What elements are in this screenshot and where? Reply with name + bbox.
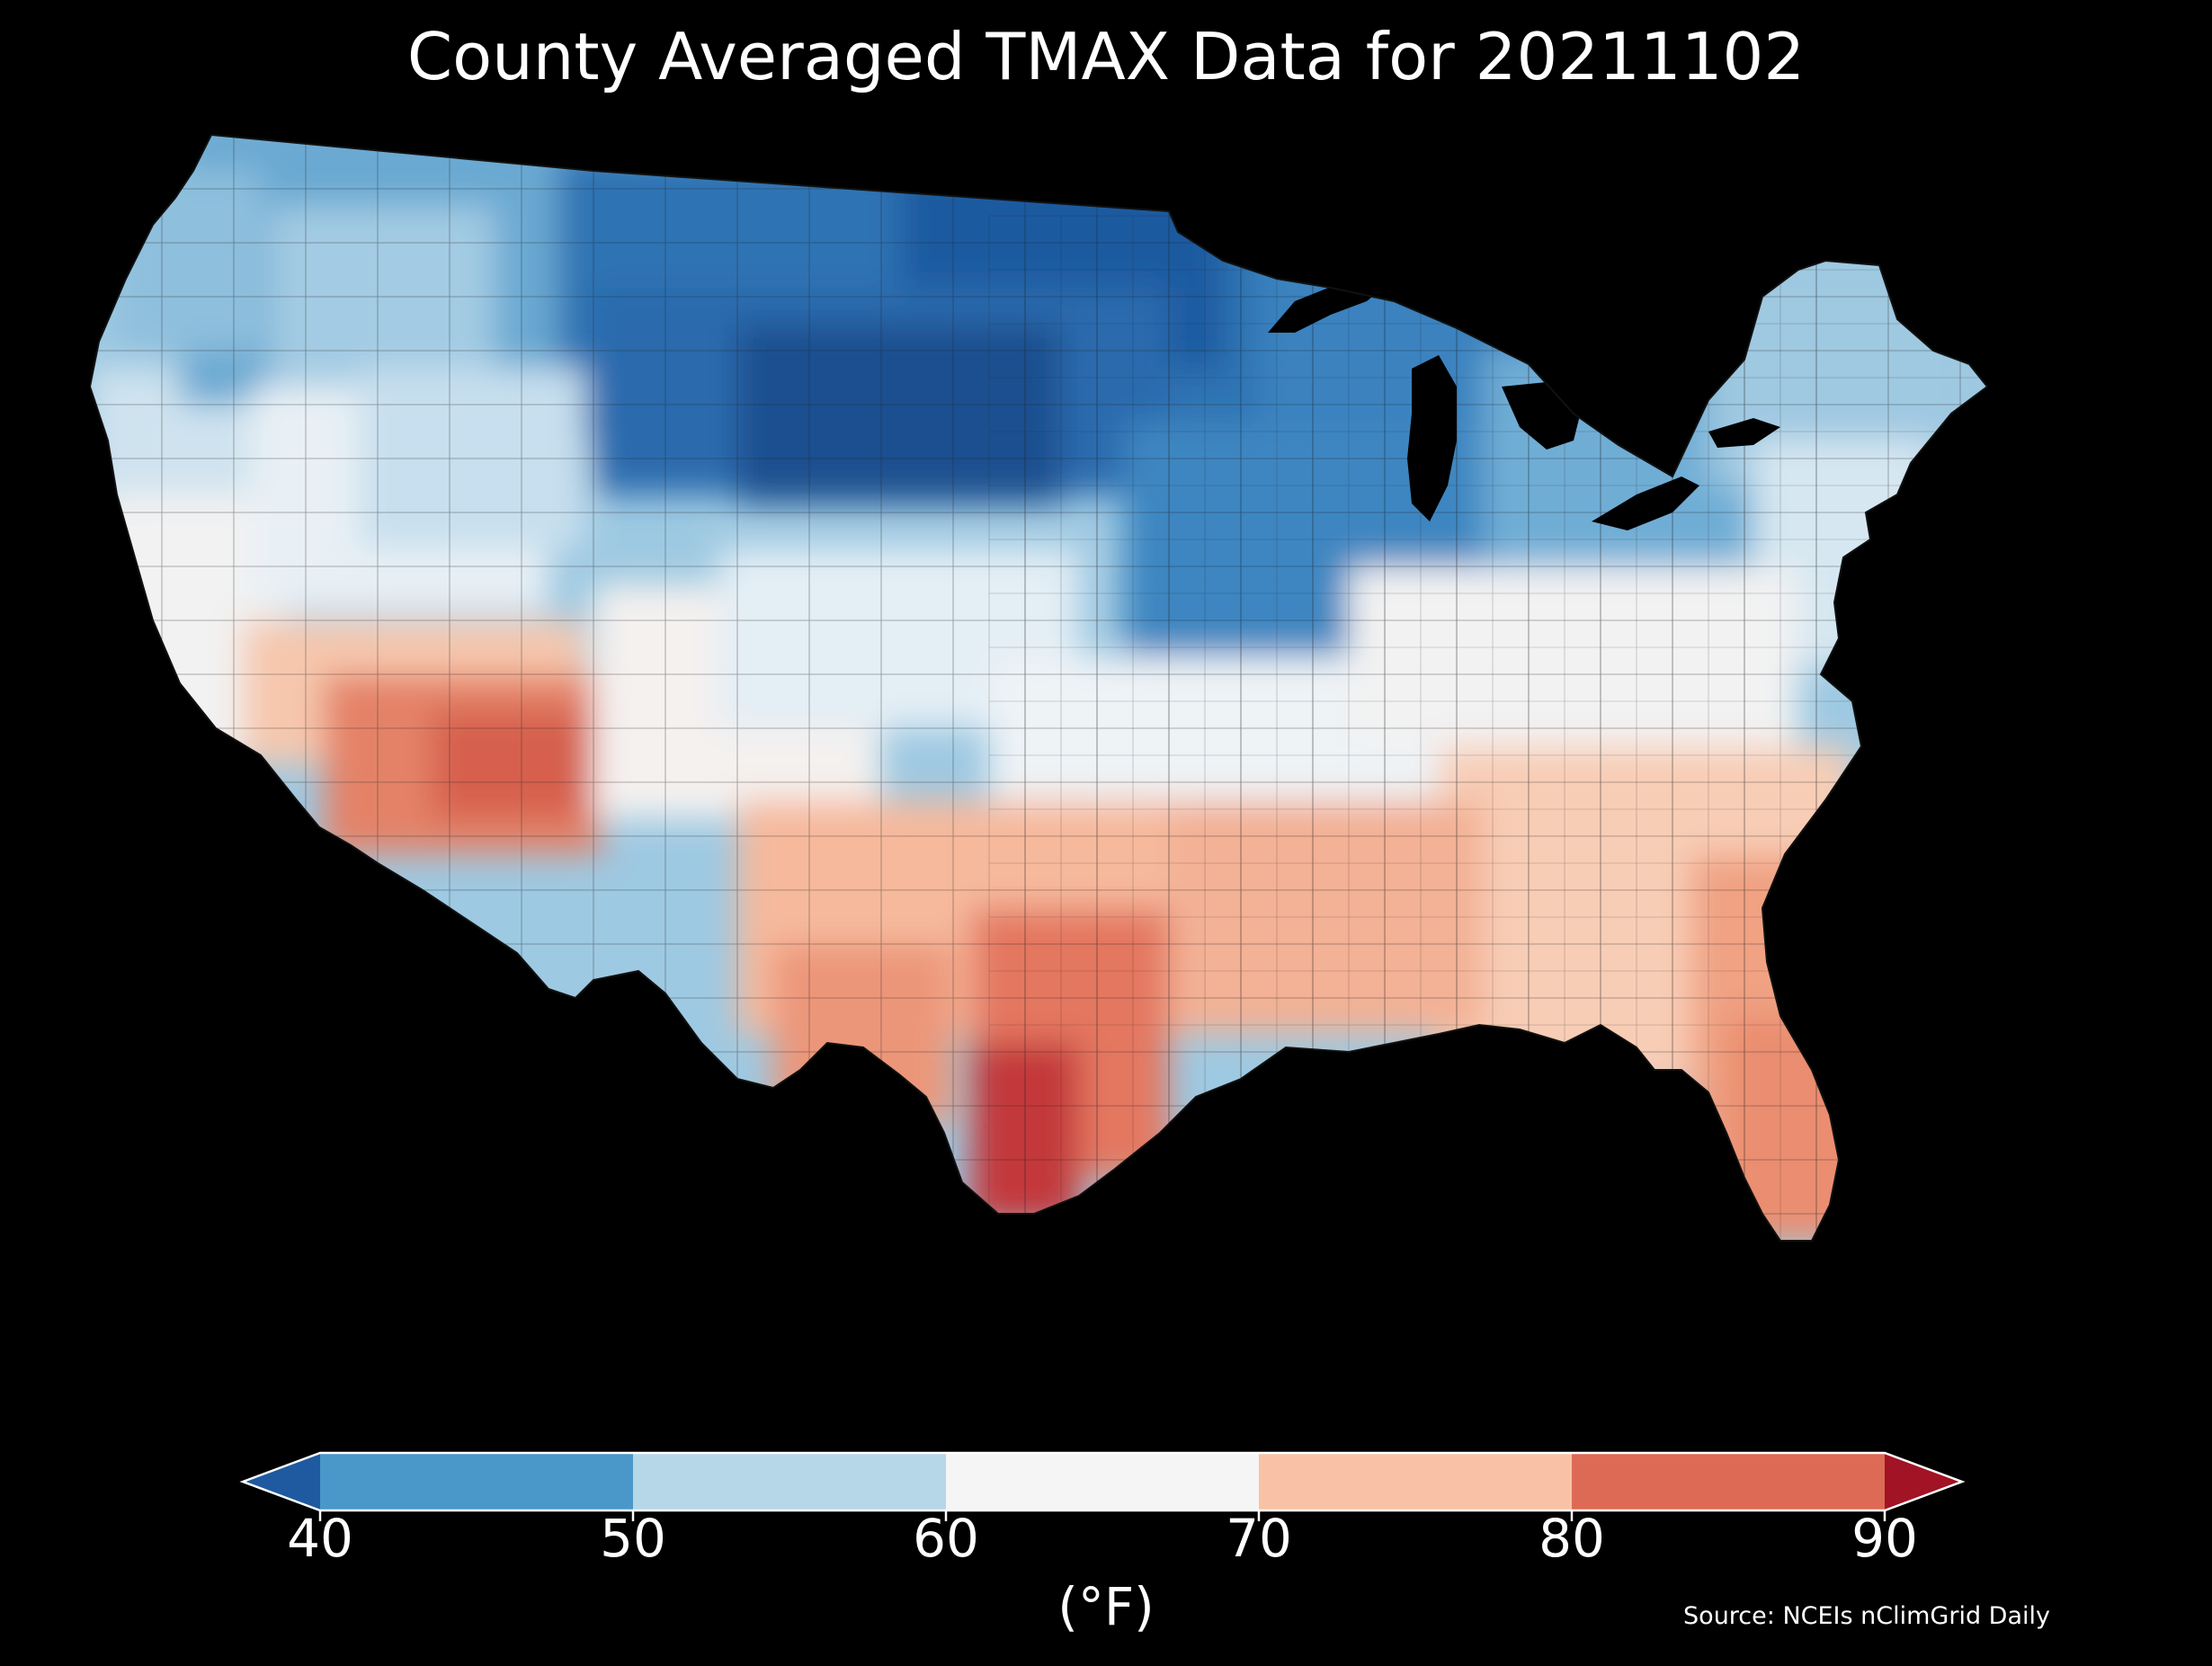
colorbar-unit-label: (°F) xyxy=(1057,1576,1155,1637)
great-lakes xyxy=(1268,274,1780,530)
page-title: County Averaged TMAX Data for 20211102 xyxy=(406,19,1806,94)
lake-ontario xyxy=(1708,418,1780,448)
colorbar-tick-label: 70 xyxy=(1226,1508,1292,1569)
colorbar-bin-70-80 xyxy=(1259,1453,1572,1510)
colorbar-graphic xyxy=(239,1451,1966,1521)
colorbar-tick-label: 50 xyxy=(600,1508,666,1569)
colorbar xyxy=(234,1439,1978,1591)
us-outline xyxy=(90,133,1989,1242)
colorbar-bin-80-90 xyxy=(1572,1453,1885,1510)
temperature-field xyxy=(90,135,1987,1241)
colorbar-tick-label: 40 xyxy=(287,1508,353,1569)
colorbar-under-extension xyxy=(243,1453,320,1510)
lake-superior xyxy=(1268,274,1394,333)
choropleth-map xyxy=(90,117,2122,1394)
lake-erie xyxy=(1592,477,1699,530)
colorbar-tick-label: 80 xyxy=(1539,1508,1605,1569)
colorbar-bin-60-70 xyxy=(946,1453,1259,1510)
source-note: Source: NCEIs nClimGrid Daily xyxy=(1683,1602,2050,1630)
colorbar-tick-label: 90 xyxy=(1851,1508,1918,1569)
lake-michigan xyxy=(1407,355,1457,521)
colorbar-tick-label: 60 xyxy=(913,1508,979,1569)
lake-huron xyxy=(1502,382,1583,450)
colorbar-over-extension xyxy=(1885,1453,1962,1510)
county-grid xyxy=(90,135,1987,1241)
us-county-map xyxy=(90,133,1989,1242)
colorbar-bin-50-60 xyxy=(633,1453,946,1510)
colorbar-bin-40-50 xyxy=(320,1453,633,1510)
